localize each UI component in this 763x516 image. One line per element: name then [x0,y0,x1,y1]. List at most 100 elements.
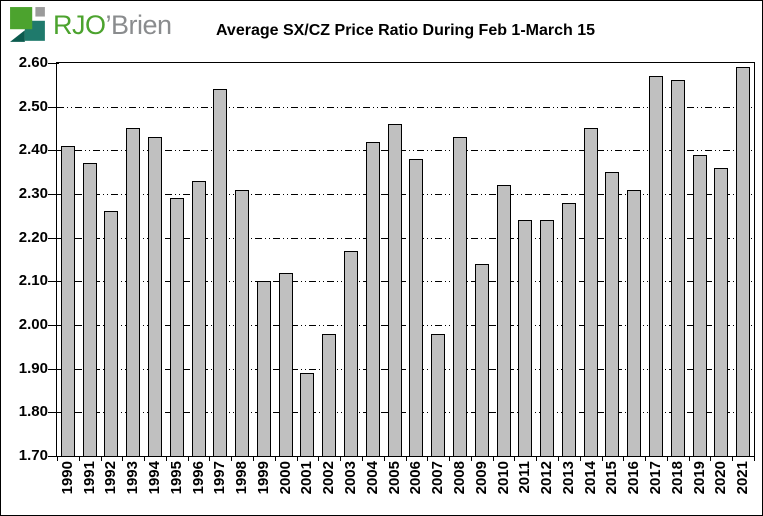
bar-1993 [126,128,141,456]
x-axis-tick-14 [362,457,363,461]
x-axis-tick-1 [79,457,80,461]
x-axis-tick-25 [602,457,603,461]
x-axis-tick-22 [536,457,537,461]
x-axis-tick-20 [493,457,494,461]
bar-2021 [736,67,751,456]
bar-2001 [300,373,315,456]
bar-1999 [256,281,271,456]
x-axis-tick-31 [732,457,733,461]
y-axis-tick-2.30 [48,194,59,195]
bar-2018 [670,80,685,456]
rjo-brien-logo: RJO’Brien [9,6,172,44]
x-axis-label-2000: 2000 [276,461,294,495]
y-axis-label-1.90: 1.90 [18,360,48,377]
bar-1996 [191,181,206,456]
bar-2000 [278,273,293,456]
x-axis-tick-7 [209,457,210,461]
chart-title: Average SX/CZ Price Ratio During Feb 1-M… [215,22,596,39]
gridline-2.10 [57,281,754,282]
x-axis-label-1992: 1992 [102,461,120,495]
bar-1997 [213,89,228,456]
x-axis-tick-17 [427,457,428,461]
y-axis-label-1.70: 1.70 [18,447,48,464]
x-axis-label-1993: 1993 [124,461,142,495]
x-axis-label-2002: 2002 [320,461,338,495]
logo-text-rjo: RJO [53,10,106,40]
x-axis-tick-9 [253,457,254,461]
y-axis-label-1.80: 1.80 [18,403,48,420]
bar-2012 [540,220,555,456]
bar-2015 [605,172,620,456]
x-axis-tick-32 [754,457,755,461]
y-axis-tick-1.80 [48,412,59,413]
x-axis-tick-21 [514,457,515,461]
gridline-1.80 [57,412,754,413]
y-axis-tick-2.50 [48,107,59,108]
bar-2017 [648,76,663,456]
bar-1990 [60,146,75,456]
x-axis-tick-24 [580,457,581,461]
x-axis-label-2006: 2006 [407,461,425,495]
bar-1991 [82,163,97,456]
x-axis-tick-27 [645,457,646,461]
x-axis-tick-18 [449,457,450,461]
x-axis-label-2007: 2007 [429,461,447,495]
x-axis-label-2005: 2005 [385,461,403,495]
bar-2014 [583,128,598,456]
x-axis-tick-23 [558,457,559,461]
x-axis-tick-28 [667,457,668,461]
x-axis-label-2017: 2017 [646,461,664,495]
y-axis-tick-2.60 [48,63,59,64]
x-axis-label-1999: 1999 [254,461,272,495]
x-axis-tick-2 [101,457,102,461]
y-axis-tick-1.70 [48,456,59,457]
x-axis-tick-19 [471,457,472,461]
x-axis-tick-4 [144,457,145,461]
x-axis-label-1996: 1996 [189,461,207,495]
plot-area [56,62,755,457]
gridline-2.40 [57,150,754,151]
y-axis-label-2.20: 2.20 [18,229,48,246]
x-axis-label-2001: 2001 [298,461,316,495]
x-axis-label-2013: 2013 [559,461,577,495]
x-axis-tick-5 [166,457,167,461]
bar-1998 [235,190,250,456]
x-axis-tick-13 [340,457,341,461]
bar-2013 [561,203,576,456]
gridline-2.00 [57,325,754,326]
rjo-brien-logo-icon [10,7,45,42]
x-axis-tick-6 [188,457,189,461]
x-axis-tick-8 [231,457,232,461]
bar-2016 [627,190,642,456]
gridline-2.50 [57,107,754,108]
y-axis-label-2.50: 2.50 [18,98,48,115]
bar-2005 [387,124,402,456]
x-axis-tick-12 [318,457,319,461]
x-axis-label-1991: 1991 [80,461,98,495]
bar-2002 [322,334,337,456]
bar-2008 [452,137,467,456]
bar-2007 [431,334,446,456]
bar-2004 [365,142,380,456]
x-axis-label-2020: 2020 [712,461,730,495]
x-axis-label-2012: 2012 [538,461,556,495]
x-axis-label-2008: 2008 [450,461,468,495]
x-axis-tick-0 [57,457,58,461]
rjo-brien-logo-text: RJO’Brien [53,6,172,44]
logo-text-brien: ’Brien [105,10,173,40]
y-axis-tick-1.90 [48,369,59,370]
x-axis-tick-29 [689,457,690,461]
x-axis-tick-26 [623,457,624,461]
bar-2010 [496,185,511,456]
bar-1995 [169,198,184,456]
y-axis-tick-2.10 [48,281,59,282]
y-axis-label-2.30: 2.30 [18,185,48,202]
y-axis-label-2.10: 2.10 [18,272,48,289]
y-axis-tick-2.00 [48,325,59,326]
bar-2020 [714,168,729,456]
x-axis-tick-3 [122,457,123,461]
x-axis-label-2003: 2003 [342,461,360,495]
y-axis-tick-2.20 [48,238,59,239]
x-axis-tick-15 [384,457,385,461]
